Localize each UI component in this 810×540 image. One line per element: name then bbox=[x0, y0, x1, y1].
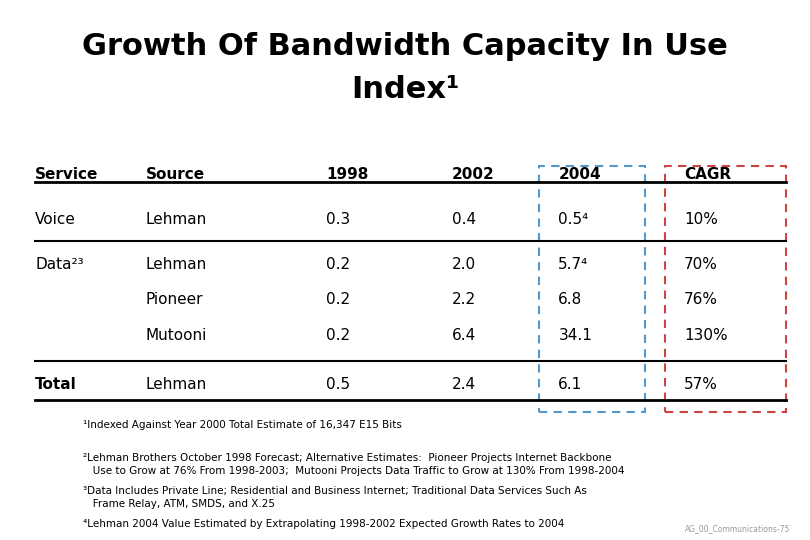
Text: ³Data Includes Private Line; Residential and Business Internet; Traditional Data: ³Data Includes Private Line; Residential… bbox=[83, 486, 586, 509]
Text: 0.5: 0.5 bbox=[326, 377, 351, 392]
Text: AG_00_Communications-75: AG_00_Communications-75 bbox=[685, 524, 791, 533]
Text: 0.4: 0.4 bbox=[452, 212, 476, 227]
Text: 0.2: 0.2 bbox=[326, 256, 351, 272]
Text: Lehman: Lehman bbox=[146, 377, 207, 392]
Text: 6.8: 6.8 bbox=[558, 293, 582, 307]
Text: 1998: 1998 bbox=[326, 167, 369, 182]
Text: CAGR: CAGR bbox=[684, 167, 731, 182]
Text: 0.2: 0.2 bbox=[326, 293, 351, 307]
Text: 70%: 70% bbox=[684, 256, 718, 272]
Text: Index¹: Index¹ bbox=[351, 75, 459, 104]
Text: Growth Of Bandwidth Capacity In Use: Growth Of Bandwidth Capacity In Use bbox=[82, 32, 728, 61]
Text: 2.0: 2.0 bbox=[452, 256, 476, 272]
Text: 0.5⁴: 0.5⁴ bbox=[558, 212, 589, 227]
Text: ¹Indexed Against Year 2000 Total Estimate of 16,347 E15 Bits: ¹Indexed Against Year 2000 Total Estimat… bbox=[83, 420, 402, 430]
Text: 34.1: 34.1 bbox=[558, 328, 592, 343]
Text: 2.2: 2.2 bbox=[452, 293, 476, 307]
Text: 10%: 10% bbox=[684, 212, 718, 227]
Text: Service: Service bbox=[36, 167, 99, 182]
Text: 130%: 130% bbox=[684, 328, 728, 343]
Text: Lehman: Lehman bbox=[146, 256, 207, 272]
Text: 2002: 2002 bbox=[452, 167, 495, 182]
Text: Mutooni: Mutooni bbox=[146, 328, 207, 343]
Text: Voice: Voice bbox=[36, 212, 76, 227]
Text: 57%: 57% bbox=[684, 377, 718, 392]
Text: 2004: 2004 bbox=[558, 167, 601, 182]
Text: 76%: 76% bbox=[684, 293, 718, 307]
Text: 6.4: 6.4 bbox=[452, 328, 476, 343]
Text: Lehman: Lehman bbox=[146, 212, 207, 227]
Text: Source: Source bbox=[146, 167, 205, 182]
Text: 0.3: 0.3 bbox=[326, 212, 351, 227]
Text: 2.4: 2.4 bbox=[452, 377, 476, 392]
Text: ⁴Lehman 2004 Value Estimated by Extrapolating 1998-2002 Expected Growth Rates to: ⁴Lehman 2004 Value Estimated by Extrapol… bbox=[83, 519, 564, 529]
Text: 5.7⁴: 5.7⁴ bbox=[558, 256, 589, 272]
Text: Data²³: Data²³ bbox=[36, 256, 84, 272]
Text: Total: Total bbox=[36, 377, 77, 392]
Text: Pioneer: Pioneer bbox=[146, 293, 203, 307]
Text: 6.1: 6.1 bbox=[558, 377, 582, 392]
Text: ²Lehman Brothers October 1998 Forecast; Alternative Estimates:  Pioneer Projects: ²Lehman Brothers October 1998 Forecast; … bbox=[83, 453, 624, 476]
Text: 0.2: 0.2 bbox=[326, 328, 351, 343]
